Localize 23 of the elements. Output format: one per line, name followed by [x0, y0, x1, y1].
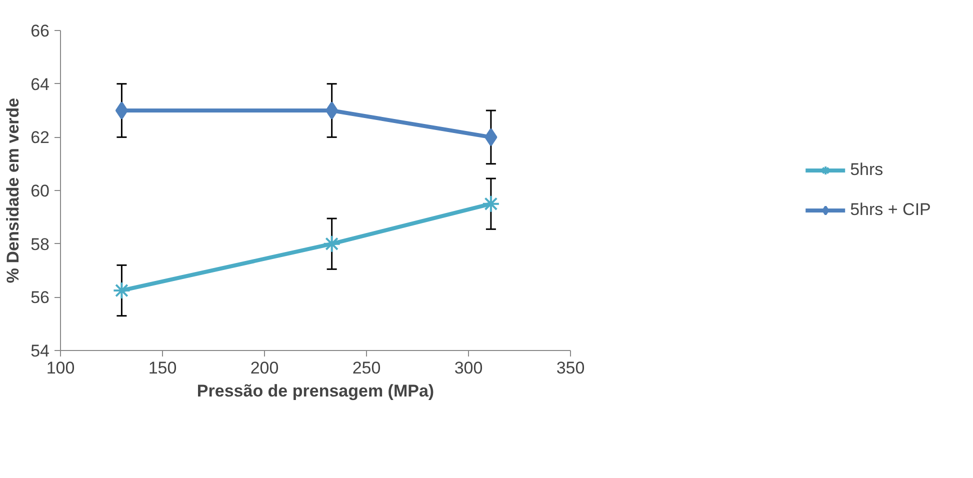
y-tick-label: 62	[30, 128, 50, 148]
legend-label: 5hrs	[850, 160, 884, 180]
x-tick-label: 150	[148, 358, 177, 378]
x-tick-label: 100	[46, 358, 75, 378]
y-axis-title: % Densidade em verde	[4, 98, 23, 284]
point	[115, 102, 128, 120]
point	[484, 128, 498, 146]
y-tick-label: 64	[30, 74, 50, 94]
y-tick-label: 58	[30, 234, 50, 254]
y-tick-label: 56	[30, 288, 50, 308]
x-tick-label: 200	[250, 358, 279, 378]
y-tick-label: 66	[30, 22, 50, 40]
x-tick-label: 350	[556, 358, 585, 378]
point	[112, 282, 131, 300]
y-tick-label: 54	[30, 342, 50, 360]
point	[322, 234, 341, 253]
point	[325, 102, 338, 120]
point	[482, 194, 500, 213]
legend-label: 5hrs + CIP	[850, 200, 931, 220]
y-tick-label: 60	[30, 182, 50, 200]
x-axis-title: Pressão de prensagem (MPa)	[196, 382, 434, 400]
x-tick-label: 300	[454, 358, 483, 378]
x-tick-label: 250	[352, 358, 381, 378]
